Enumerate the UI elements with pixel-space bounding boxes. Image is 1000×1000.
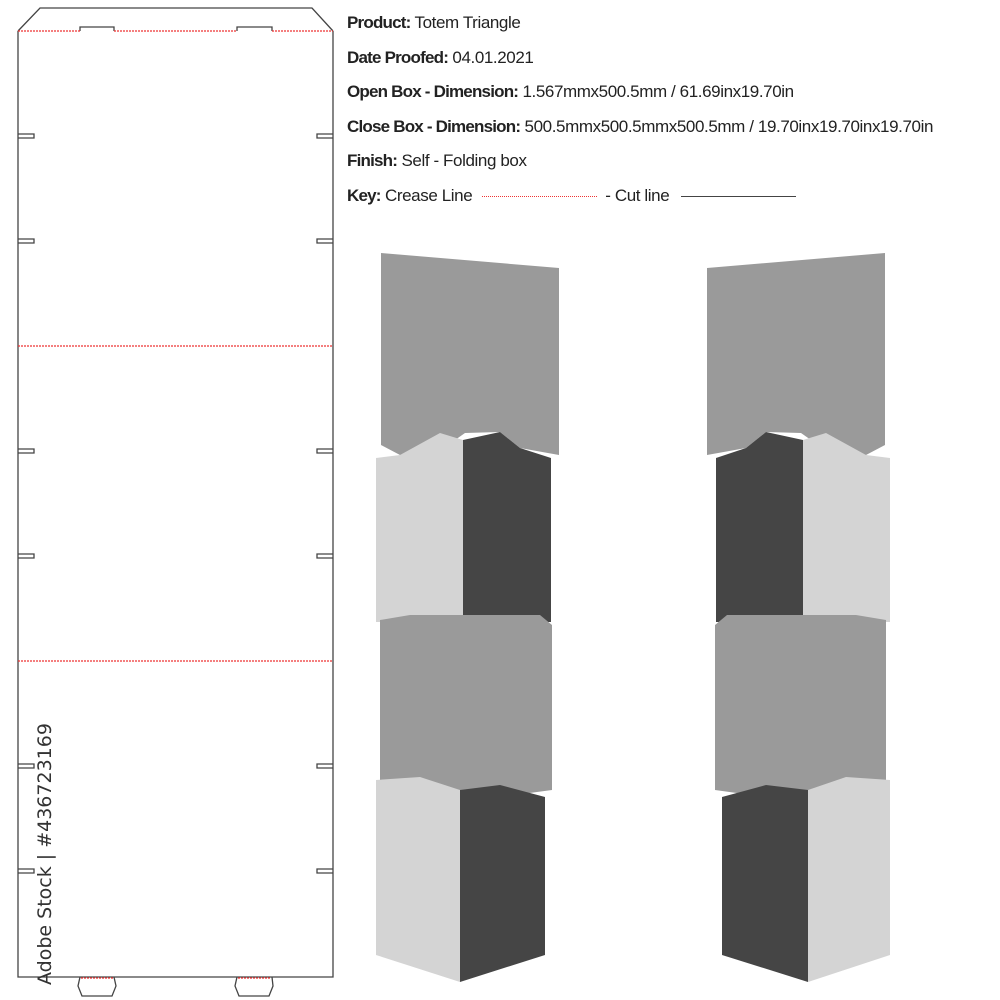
key-crease-line-sample (482, 195, 598, 197)
side-notch (18, 238, 333, 244)
left-box2-light-face (376, 433, 463, 622)
key-cut-label: - Cut line (605, 185, 670, 205)
spec-date: Date Proofed: 04.01.2021 (347, 45, 933, 80)
totem-right (707, 253, 890, 982)
spec-label: Finish: (347, 151, 398, 170)
side-notch (18, 553, 333, 559)
right-box3 (715, 615, 886, 800)
spec-value: Totem Triangle (414, 13, 521, 32)
left-box3 (380, 615, 552, 800)
side-notch (18, 868, 333, 874)
left-box4-light-face (376, 777, 460, 982)
right-box2-dark-face (716, 432, 803, 622)
side-notch (18, 763, 333, 769)
spec-label: Key: (347, 185, 381, 205)
spec-value: 04.01.2021 (452, 47, 534, 67)
spec-product: Product: Totem Triangle (347, 10, 933, 45)
totem-left (376, 253, 559, 982)
spec-label: Close Box - Dimension: (347, 116, 521, 136)
right-box2-light-face (803, 433, 890, 622)
spec-label: Date Proofed: (347, 47, 449, 67)
spec-finish: Finish: Self - Folding box (347, 148, 933, 183)
left-top-box (381, 253, 559, 455)
dieline-crease-lines (18, 30, 333, 979)
side-notch (18, 448, 333, 454)
side-notch (18, 133, 333, 139)
left-box2-dark-face (463, 432, 551, 622)
spec-label: Open Box - Dimension: (347, 82, 519, 101)
spec-close-box: Close Box - Dimension: 500.5mmx500.5mmx5… (347, 114, 933, 149)
dieline-cut-outline (17, 7, 334, 997)
spec-block: Product: Totem Triangle Date Proofed: 04… (347, 10, 933, 217)
spec-value: 1.567mmx500.5mm / 61.69inx19.70in (522, 82, 794, 101)
spec-key: Key: Crease Line - Cut line (347, 183, 933, 218)
right-top-box (707, 253, 885, 455)
key-cut-line-sample (681, 195, 797, 197)
spec-value: 500.5mmx500.5mmx500.5mm / 19.70inx19.70i… (524, 116, 934, 136)
right-box4-light-face (808, 777, 890, 982)
spec-label: Product: (347, 13, 411, 32)
key-crease-label: Crease Line (384, 185, 473, 205)
spec-open-box: Open Box - Dimension: 1.567mmx500.5mm / … (347, 79, 933, 114)
spec-value: Self - Folding box (401, 151, 527, 170)
left-box4-dark-face (460, 785, 545, 982)
watermark-text: Adobe Stock | #436723169 (34, 723, 56, 985)
right-box4-dark-face (722, 785, 808, 982)
